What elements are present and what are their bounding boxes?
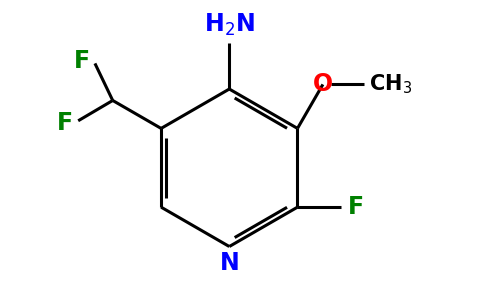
Text: F: F [74,49,90,73]
Text: F: F [57,111,73,135]
Text: O: O [313,72,333,96]
Text: CH$_3$: CH$_3$ [369,73,411,96]
Text: N: N [219,250,239,274]
Text: H$_2$N: H$_2$N [204,12,255,38]
Text: F: F [348,195,364,219]
